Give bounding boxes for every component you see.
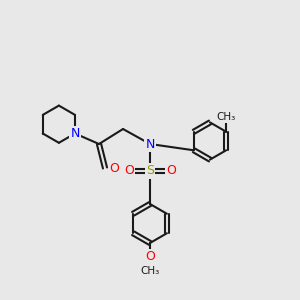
- Text: CH₃: CH₃: [217, 112, 236, 122]
- Text: S: S: [146, 164, 154, 178]
- Text: O: O: [145, 250, 155, 263]
- Text: N: N: [70, 127, 80, 140]
- Text: O: O: [166, 164, 176, 178]
- Text: N: N: [145, 137, 155, 151]
- Text: O: O: [124, 164, 134, 178]
- Text: CH₃: CH₃: [140, 266, 160, 277]
- Text: O: O: [109, 161, 119, 175]
